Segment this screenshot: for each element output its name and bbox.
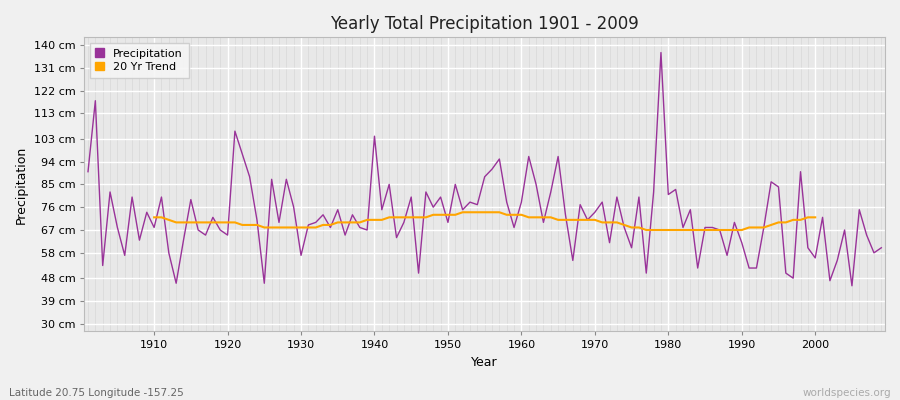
Text: worldspecies.org: worldspecies.org [803, 388, 891, 398]
Line: Precipitation: Precipitation [88, 52, 881, 286]
Precipitation [876, 245, 886, 250]
Precipitation [347, 212, 358, 217]
20 Yr Trend [457, 210, 468, 215]
Precipitation [508, 225, 519, 230]
Precipitation [847, 283, 858, 288]
Precipitation [83, 169, 94, 174]
Precipitation [516, 200, 526, 204]
20 Yr Trend [538, 215, 549, 220]
X-axis label: Year: Year [472, 356, 498, 369]
Title: Yearly Total Precipitation 1901 - 2009: Yearly Total Precipitation 1901 - 2009 [330, 15, 639, 33]
20 Yr Trend [803, 215, 814, 220]
20 Yr Trend [148, 215, 159, 220]
20 Yr Trend [230, 220, 240, 225]
Precipitation [604, 240, 615, 245]
20 Yr Trend [722, 228, 733, 232]
Text: Latitude 20.75 Longitude -157.25: Latitude 20.75 Longitude -157.25 [9, 388, 184, 398]
Line: 20 Yr Trend: 20 Yr Trend [154, 212, 815, 230]
Precipitation [141, 210, 152, 215]
20 Yr Trend [810, 215, 821, 220]
20 Yr Trend [318, 222, 328, 227]
Precipitation [655, 50, 666, 55]
Legend: Precipitation, 20 Yr Trend: Precipitation, 20 Yr Trend [90, 43, 188, 78]
Y-axis label: Precipitation: Precipitation [15, 145, 28, 224]
Precipitation [303, 222, 314, 227]
20 Yr Trend [303, 225, 314, 230]
20 Yr Trend [641, 228, 652, 232]
